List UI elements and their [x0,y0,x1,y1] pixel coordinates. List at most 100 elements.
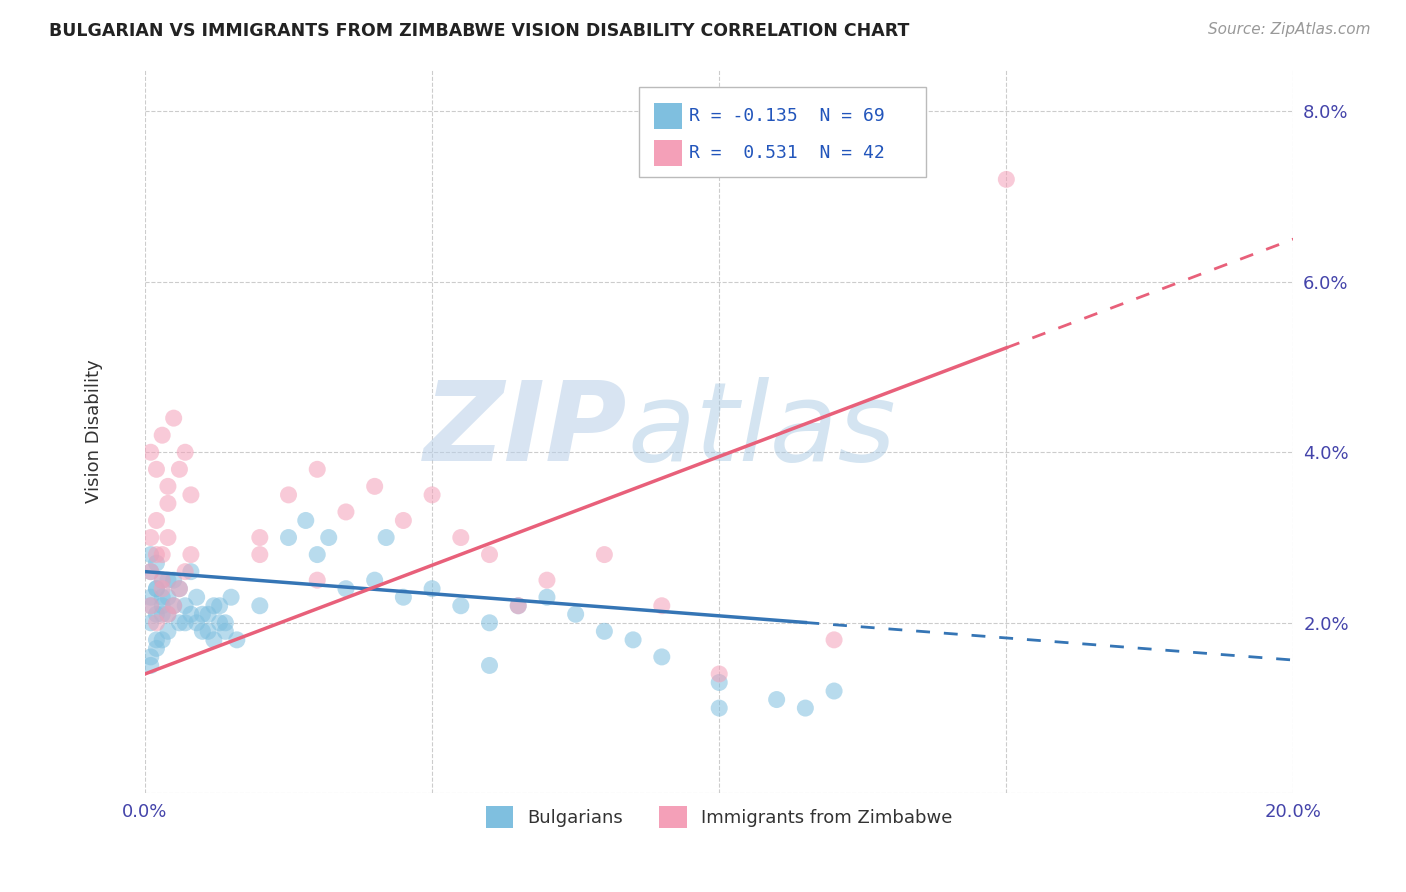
Point [139,615,162,630]
Point [307,548,329,562]
Point [709,675,731,690]
Point [197,624,219,639]
Point [478,658,501,673]
Point [621,632,644,647]
Point [392,591,415,605]
FancyBboxPatch shape [654,103,682,128]
Point [191,607,214,622]
Point [145,615,167,630]
Point [145,548,167,562]
Point [208,599,231,613]
Point [318,531,340,545]
Point [765,692,787,706]
Point [202,632,225,647]
Point [145,582,167,596]
Point [208,615,231,630]
Point [651,649,673,664]
Point [156,531,179,545]
Point [139,548,162,562]
Point [995,172,1018,186]
Point [139,445,162,459]
Point [709,667,731,681]
Point [139,565,162,579]
Point [174,445,197,459]
Point [392,513,415,527]
Point [307,573,329,587]
FancyBboxPatch shape [638,87,927,178]
Point [174,599,197,613]
Point [335,505,357,519]
Point [508,599,530,613]
Point [150,591,173,605]
Point [593,548,616,562]
Point [180,548,202,562]
Point [180,565,202,579]
Point [363,573,385,587]
Point [219,591,242,605]
Point [150,573,173,587]
Point [163,573,186,587]
Point [186,591,208,605]
Point [202,599,225,613]
Point [249,599,271,613]
Point [150,607,173,622]
Point [156,607,179,622]
Point [450,531,472,545]
Point [145,632,167,647]
Point [156,624,179,639]
Text: BULGARIAN VS IMMIGRANTS FROM ZIMBABWE VISION DISABILITY CORRELATION CHART: BULGARIAN VS IMMIGRANTS FROM ZIMBABWE VI… [49,22,910,40]
Point [225,632,247,647]
Point [163,599,186,613]
Point [156,607,179,622]
Point [478,548,501,562]
Point [180,607,202,622]
Text: atlas: atlas [627,377,896,484]
Point [150,632,173,647]
Point [186,615,208,630]
Point [156,479,179,493]
Point [145,462,167,476]
Point [363,479,385,493]
Point [294,513,316,527]
Point [139,591,162,605]
Point [139,565,162,579]
Point [450,599,472,613]
Point [145,607,167,622]
Point [564,607,586,622]
Point [163,599,186,613]
Point [169,582,191,596]
Point [150,428,173,442]
Point [277,531,299,545]
Point [156,573,179,587]
Point [174,615,197,630]
Point [794,701,817,715]
Point [249,531,271,545]
Legend: Bulgarians, Immigrants from Zimbabwe: Bulgarians, Immigrants from Zimbabwe [479,798,959,835]
Point [214,624,236,639]
Point [139,531,162,545]
Point [478,615,501,630]
Point [139,658,162,673]
Point [214,615,236,630]
Point [150,599,173,613]
Point [823,684,845,698]
FancyBboxPatch shape [654,140,682,167]
Point [823,632,845,647]
Point [709,701,731,715]
Point [139,649,162,664]
Text: ZIP: ZIP [423,377,627,484]
Point [169,615,191,630]
Point [150,573,173,587]
Point [145,582,167,596]
Point [536,591,558,605]
Text: R =  0.531  N = 42: R = 0.531 N = 42 [689,145,886,162]
Point [156,591,179,605]
Point [508,599,530,613]
Point [145,641,167,656]
Point [536,573,558,587]
Point [145,556,167,570]
Point [277,488,299,502]
Point [145,513,167,527]
Point [156,496,179,510]
Point [651,599,673,613]
